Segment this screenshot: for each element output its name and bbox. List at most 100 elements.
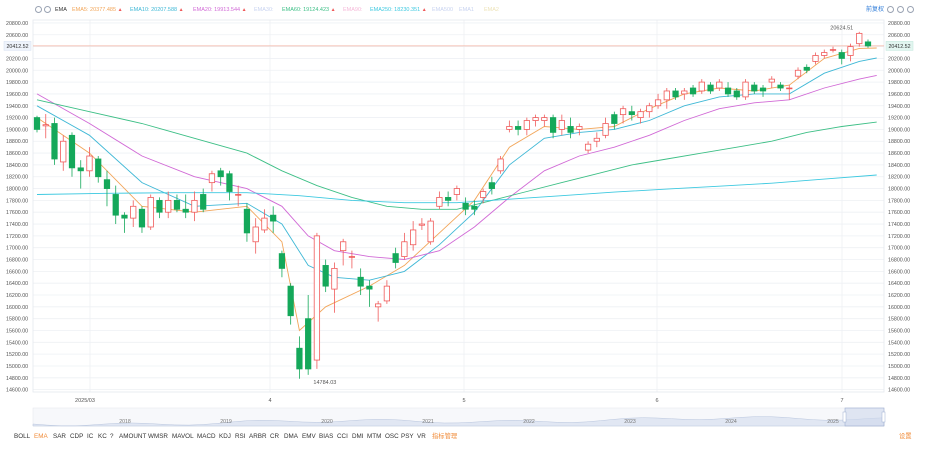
eye-icon[interactable] <box>44 6 51 13</box>
indicator-tab-mavol[interactable]: MAVOL <box>172 433 194 440</box>
indicator-tab-kc[interactable]: KC <box>98 433 107 440</box>
candle-down[interactable] <box>296 347 303 370</box>
indicator-tab-sar[interactable]: SAR <box>53 433 66 440</box>
adjust-toggle[interactable]: 前复权 <box>866 7 885 13</box>
candle-down[interactable] <box>357 276 364 287</box>
candle-up[interactable] <box>558 120 565 130</box>
candle-up[interactable] <box>340 241 347 252</box>
candle-down[interactable] <box>287 285 294 317</box>
candle-down[interactable] <box>68 134 76 169</box>
navigator-handle-left[interactable] <box>842 411 847 423</box>
candle-up[interactable] <box>794 69 802 77</box>
candle-up[interactable] <box>829 49 837 51</box>
candle-up[interactable] <box>497 158 504 172</box>
candle-down[interactable] <box>864 41 872 47</box>
candle-down[interactable] <box>751 84 758 92</box>
candle-up[interactable] <box>208 173 216 184</box>
candle-up[interactable] <box>147 197 154 228</box>
candle-up[interactable] <box>165 199 172 213</box>
candle-up[interactable] <box>541 117 548 121</box>
indicator-tab-dma[interactable]: DMA <box>284 433 298 440</box>
indicator-tab-cr[interactable]: CR <box>270 433 280 440</box>
candle-down[interactable] <box>112 194 119 216</box>
candle-down[interactable] <box>549 117 557 133</box>
candle-up[interactable] <box>698 81 705 92</box>
candle-down[interactable] <box>707 84 714 92</box>
candle-up[interactable] <box>716 81 723 89</box>
candle-down[interactable] <box>33 117 41 130</box>
candle-up[interactable] <box>768 78 775 83</box>
indicator-tab-vr[interactable]: VR <box>417 433 426 440</box>
candle-up[interactable] <box>742 81 749 98</box>
candle-down[interactable] <box>733 90 740 98</box>
candle-down[interactable] <box>689 87 697 95</box>
candlestick-chart[interactable]: 14600.00 14600.00 14800.00 14800.00 15000.00… <box>0 0 927 428</box>
candle-down[interactable] <box>226 173 233 192</box>
indicator-tab-dmi[interactable]: DMI <box>352 433 364 440</box>
candle-up[interactable] <box>383 285 391 302</box>
candle-down[interactable] <box>243 208 251 234</box>
candle-down[interactable] <box>514 126 522 130</box>
candle-down[interactable] <box>471 205 478 210</box>
candle-down[interactable] <box>445 197 452 201</box>
candle-up[interactable] <box>523 120 530 130</box>
candle-up[interactable] <box>191 199 198 213</box>
indicator-tab-bias[interactable]: BIAS <box>319 433 334 440</box>
candle-down[interactable] <box>121 214 128 219</box>
candle-up[interactable] <box>593 137 600 142</box>
reset-icon[interactable] <box>887 6 894 13</box>
indicator-tab-arbr[interactable]: ARBR <box>249 433 267 440</box>
candle-up[interactable] <box>506 126 513 130</box>
settings-button[interactable]: 设置 <box>899 433 912 440</box>
candle-down[interactable] <box>322 265 329 287</box>
candle-up[interactable] <box>663 90 670 101</box>
candle-up[interactable] <box>654 99 662 107</box>
candle-up[interactable] <box>584 143 592 151</box>
navigator-window[interactable] <box>844 407 885 427</box>
candle-down[interactable] <box>270 214 277 222</box>
candle-up[interactable] <box>453 188 460 195</box>
candle-up[interactable] <box>646 105 653 113</box>
settings-icon[interactable] <box>35 6 42 13</box>
candle-down[interactable] <box>392 253 399 263</box>
candle-up[interactable] <box>60 140 67 163</box>
candle-down[interactable] <box>777 84 784 89</box>
indicator-tab-emv[interactable]: EMV <box>302 433 316 440</box>
candle-down[interactable] <box>182 208 189 213</box>
candle-down[interactable] <box>200 194 207 210</box>
indicator-tab-unknown[interactable]: ? <box>110 433 114 440</box>
candle-down[interactable] <box>611 114 618 124</box>
candle-down[interactable] <box>77 167 84 172</box>
indicator-tab-cdp[interactable]: CDP <box>70 433 84 440</box>
candle-down[interactable] <box>173 199 181 210</box>
indicator-manage-button[interactable]: 指标管理 <box>432 433 458 440</box>
candle-up[interactable] <box>786 87 793 90</box>
candle-up[interactable] <box>821 52 828 56</box>
candle-up[interactable] <box>331 267 338 290</box>
candle-down[interactable] <box>803 66 810 71</box>
candle-down[interactable] <box>217 170 224 178</box>
indicator-tab-ema[interactable]: EMA <box>34 433 48 440</box>
candle-up[interactable] <box>576 126 583 130</box>
candle-down[interactable] <box>138 208 146 228</box>
indicator-tab-macd[interactable]: MACD <box>197 433 216 440</box>
candle-down[interactable] <box>488 182 495 189</box>
candle-up[interactable] <box>637 111 644 118</box>
candle-down[interactable] <box>462 202 469 210</box>
candle-up[interactable] <box>619 108 627 116</box>
candle-up[interactable] <box>130 205 137 219</box>
candle-down[interactable] <box>759 87 767 92</box>
candle-up[interactable] <box>602 123 609 136</box>
candle-up[interactable] <box>313 235 321 361</box>
candle-up[interactable] <box>252 226 259 243</box>
indicator-tab-osc[interactable]: OSC <box>385 433 399 440</box>
indicator-tab-cci[interactable]: CCI <box>337 433 348 440</box>
candle-up[interactable] <box>401 241 408 257</box>
candle-up[interactable] <box>427 220 434 243</box>
indicator-tab-amount[interactable]: AMOUNT <box>119 433 147 440</box>
indicator-tab-ic[interactable]: IC <box>87 433 94 440</box>
candle-down[interactable] <box>51 123 58 160</box>
navigator-handle-right[interactable] <box>881 411 886 423</box>
candle-down[interactable] <box>103 179 111 189</box>
candle-down[interactable] <box>278 253 286 269</box>
